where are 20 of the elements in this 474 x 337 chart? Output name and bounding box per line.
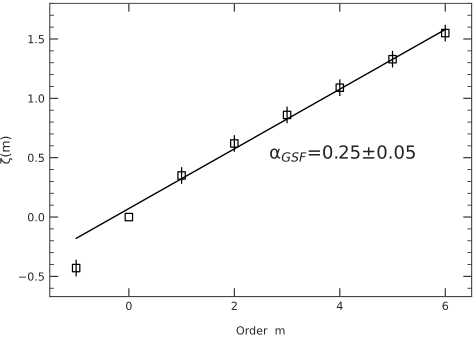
point bbox=[177, 171, 186, 180]
x-axis-title: Order m bbox=[236, 326, 284, 335]
point bbox=[124, 212, 134, 222]
point bbox=[388, 54, 397, 64]
y-axis-title: ζ(m) bbox=[0, 136, 12, 164]
y-tick-label: 0.5 bbox=[28, 154, 44, 162]
y-tick-label: −0.5 bbox=[19, 272, 44, 281]
point bbox=[230, 139, 239, 148]
y-tick-label: 1.0 bbox=[28, 94, 44, 103]
x-tick-label: 2 bbox=[232, 302, 237, 310]
y-tick-label: 1.5 bbox=[28, 35, 44, 44]
point bbox=[72, 264, 80, 272]
point bbox=[440, 28, 450, 38]
y-tick-label: 0.0 bbox=[28, 213, 44, 222]
x-tick-label: 0 bbox=[126, 302, 132, 310]
annotation: α$_{GSF}$=0.25±0.05 bbox=[270, 145, 415, 162]
x-tick-label: 4 bbox=[336, 302, 343, 310]
point bbox=[282, 110, 292, 120]
point bbox=[336, 83, 344, 92]
x-tick-label: 6 bbox=[442, 302, 448, 310]
